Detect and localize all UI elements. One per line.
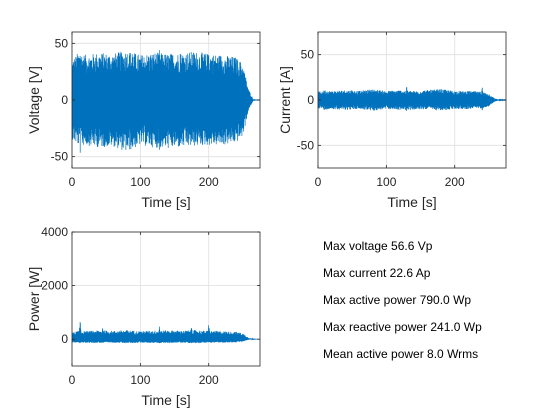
power-y-axis-label: Power [W] <box>26 267 42 332</box>
voltage-x-tick-label: 200 <box>199 175 219 189</box>
voltage-y-axis-label: Voltage [V] <box>26 66 42 134</box>
power-signal-line <box>72 321 260 344</box>
power-plot-area <box>72 232 260 366</box>
current-x-tick-label: 200 <box>445 175 465 189</box>
voltage-x-axis-label: Time [s] <box>141 194 190 210</box>
current-x-tick-label: 0 <box>315 175 322 189</box>
current-plot: 0 100 200 -50 0 50 Time [s] Current [A] <box>277 31 507 210</box>
power-y-tick-label: 4000 <box>41 225 68 239</box>
stat-mean-active-power: Mean active power 8.0 Wrms <box>323 347 478 361</box>
current-y-axis-label: Current [A] <box>277 66 293 134</box>
voltage-x-tick-label: 100 <box>130 175 150 189</box>
current-x-tick-label: 100 <box>376 175 396 189</box>
current-signal-line <box>318 86 506 112</box>
current-y-tick-label: 0 <box>307 93 314 107</box>
power-axes-box <box>71 231 261 367</box>
stat-max-active-power: Max active power 790.0 Wp <box>323 293 471 307</box>
voltage-y-tick-label: -50 <box>51 150 69 164</box>
voltage-signal-line <box>72 50 260 153</box>
current-y-tick-label: 50 <box>301 48 315 62</box>
current-x-axis-label: Time [s] <box>387 194 436 210</box>
voltage-x-tick-label: 0 <box>69 175 76 189</box>
voltage-y-tick-label: 50 <box>55 36 69 50</box>
power-y-tick-label: 2000 <box>41 279 68 293</box>
power-x-tick-label: 100 <box>130 373 150 387</box>
power-x-axis-label: Time [s] <box>141 392 190 408</box>
power-x-tick-label: 200 <box>199 373 219 387</box>
current-y-tick-label: -50 <box>297 138 315 152</box>
stat-max-current: Max current 22.6 Ap <box>323 266 431 280</box>
voltage-y-tick-label: 0 <box>61 93 68 107</box>
power-x-tick-label: 0 <box>69 373 76 387</box>
stat-max-reactive-power: Max reactive power 241.0 Wp <box>323 320 482 334</box>
stats-panel: Max voltage 56.6 Vp Max current 22.6 Ap … <box>323 239 482 361</box>
stat-max-voltage: Max voltage 56.6 Vp <box>323 239 433 253</box>
power-y-tick-label: 0 <box>61 332 68 346</box>
